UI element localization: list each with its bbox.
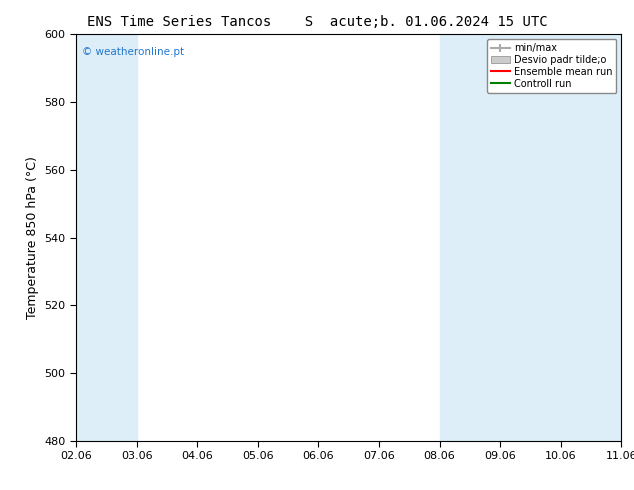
- Bar: [439, 34, 560, 441]
- Bar: [76, 34, 137, 441]
- Bar: [560, 34, 621, 441]
- Text: ENS Time Series Tancos    S  acute;b. 01.06.2024 15 UTC: ENS Time Series Tancos S acute;b. 01.06.…: [87, 15, 547, 29]
- Y-axis label: Temperature 850 hPa (°C): Temperature 850 hPa (°C): [26, 156, 39, 319]
- Legend: min/max, Desvio padr tilde;o, Ensemble mean run, Controll run: min/max, Desvio padr tilde;o, Ensemble m…: [487, 39, 616, 93]
- Text: © weatheronline.pt: © weatheronline.pt: [82, 47, 184, 56]
